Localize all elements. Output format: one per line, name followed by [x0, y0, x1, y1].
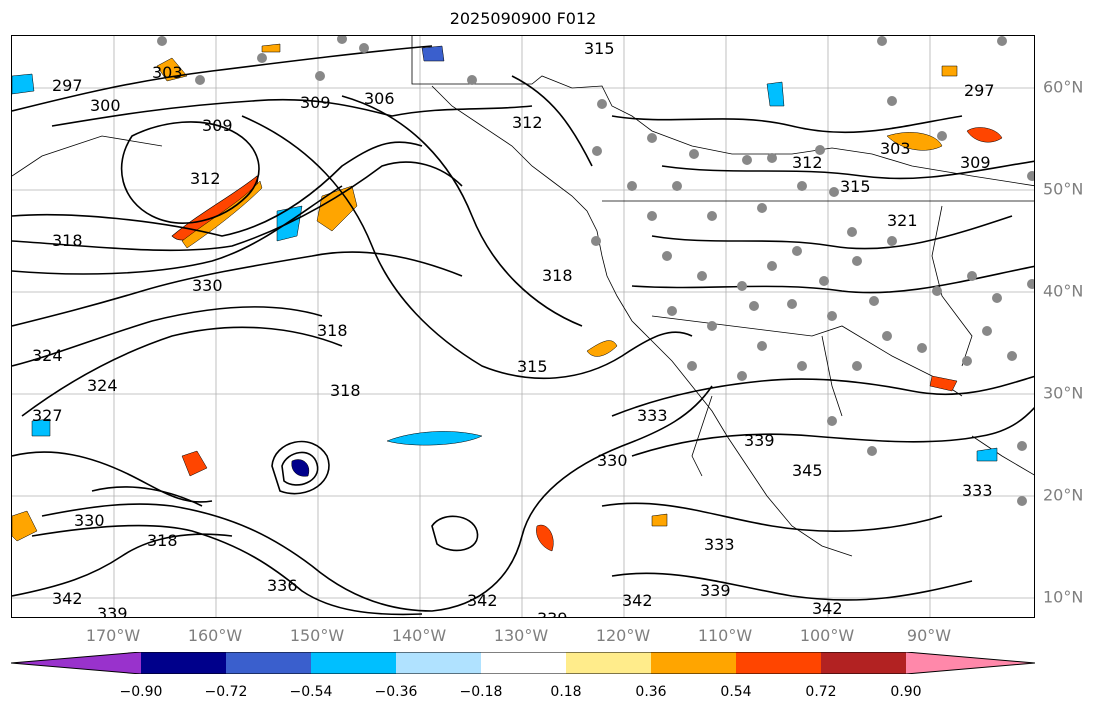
contour-label: 309 [202, 116, 233, 135]
longitude-label: 150°W [289, 626, 345, 645]
contour-label: 306 [364, 89, 395, 108]
contour-label: 324 [32, 346, 63, 365]
colorbar-segment [481, 652, 566, 674]
contour-label: 318 [52, 231, 83, 250]
contour-label: 318 [542, 266, 573, 285]
colorbar-tick: 0.54 [720, 684, 752, 700]
contour-label: 339 [97, 604, 128, 618]
contour-label: 330 [192, 276, 223, 295]
latitude-label: 40°N [1043, 281, 1084, 301]
colorbar-segment [396, 652, 481, 674]
colorbar-segment [11, 652, 141, 674]
colorbar [11, 652, 1035, 674]
contour-label: 333 [704, 535, 735, 554]
latitude-label: 10°N [1043, 587, 1084, 607]
longitude-label: 110°W [697, 626, 753, 645]
contour-label: 339 [700, 581, 731, 600]
contour-label: 315 [840, 177, 871, 196]
coastlines [12, 36, 1034, 557]
contour-label: 342 [52, 589, 83, 608]
contour-label: 297 [964, 81, 995, 100]
colorbar-segment [141, 652, 226, 674]
contour-label: 318 [147, 531, 178, 550]
colorbar-segment [226, 652, 311, 674]
contour-label: 309 [960, 153, 991, 172]
contour-label: 342 [622, 591, 653, 610]
longitude-label: 170°W [85, 626, 141, 645]
latitude-label: 60°N [1043, 77, 1084, 97]
longitude-label: 140°W [391, 626, 447, 645]
colorbar-segment [651, 652, 736, 674]
contour-label: 303 [152, 63, 183, 82]
contour-label: 318 [330, 381, 361, 400]
contour-label: 342 [812, 599, 843, 618]
contour-label: 345 [792, 461, 823, 480]
contour-label: 300 [90, 96, 121, 115]
contour-label: 330 [74, 511, 105, 530]
contour-label: 297 [52, 76, 83, 95]
contour-label: 324 [87, 376, 118, 395]
contour-label: 303 [880, 139, 911, 158]
colorbar-tick: −0.90 [119, 684, 163, 700]
contour-label: 312 [190, 169, 221, 188]
colorbar-segment [736, 652, 821, 674]
contour-label: 339 [537, 609, 568, 618]
contour-label: 321 [887, 211, 918, 230]
colorbar-segment [311, 652, 396, 674]
colorbar-tick: 0.72 [805, 684, 837, 700]
longitude-label: 130°W [493, 626, 549, 645]
contour-label: 315 [517, 357, 548, 376]
colorbar-segment [566, 652, 651, 674]
colorbar-tick: 0.90 [890, 684, 922, 700]
graticule [12, 36, 1034, 617]
contour-labels: 297 300 303 306 309 309 312 312 315 315 … [32, 39, 995, 618]
latitude-label: 20°N [1043, 485, 1084, 505]
map-title: 2025090900 F012 [449, 9, 597, 28]
contour-label: 336 [267, 576, 298, 595]
contour-label: 312 [792, 153, 823, 172]
colorbar-tick: −0.72 [204, 684, 248, 700]
colorbar-tick: −0.36 [374, 684, 418, 700]
map-panel: 297 300 303 306 309 309 312 312 315 315 … [11, 35, 1035, 618]
contour-label: 315 [584, 39, 615, 58]
contour-label: 330 [597, 451, 628, 470]
shading-positive [12, 43, 1003, 552]
longitude-label: 90°W [906, 626, 952, 645]
contour-label: 309 [300, 93, 331, 112]
colorbar-segment [906, 652, 1035, 674]
contour-label: 312 [512, 113, 543, 132]
longitude-label: 160°W [187, 626, 243, 645]
contour-label: 318 [317, 321, 348, 340]
contour-label: 333 [637, 406, 668, 425]
longitude-label: 100°W [799, 626, 855, 645]
colorbar-tick: 0.36 [635, 684, 667, 700]
station-dots [157, 36, 1034, 506]
contour-label: 339 [744, 431, 775, 450]
latitude-label: 50°N [1043, 179, 1084, 199]
contour-label: 327 [32, 406, 63, 425]
colorbar-segment [821, 652, 906, 674]
map-canvas: 297 300 303 306 309 309 312 312 315 315 … [12, 36, 1034, 618]
contours [12, 45, 1034, 616]
contour-label: 342 [467, 591, 498, 610]
latitude-label: 30°N [1043, 383, 1084, 403]
shading-negative [12, 45, 998, 477]
longitude-label: 120°W [595, 626, 651, 645]
colorbar-tick: −0.18 [459, 684, 503, 700]
contour-label: 333 [962, 481, 993, 500]
colorbar-tick: 0.18 [550, 684, 582, 700]
colorbar-tick: −0.54 [289, 684, 333, 700]
